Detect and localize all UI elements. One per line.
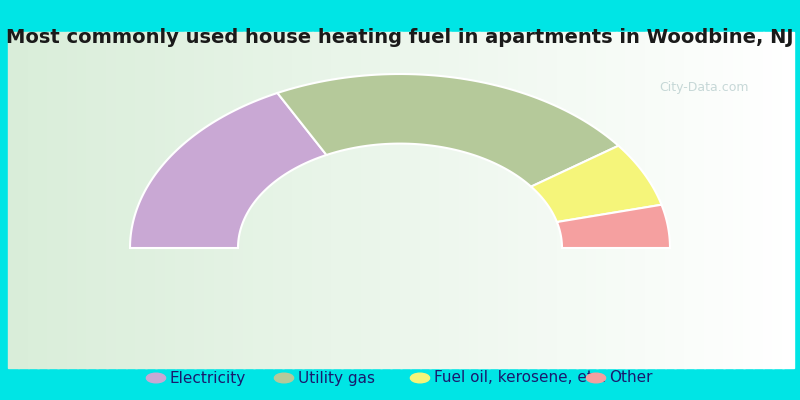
Bar — [38, 32, 49, 368]
Bar — [773, 32, 784, 368]
Bar — [723, 32, 734, 368]
Bar — [498, 32, 510, 368]
Bar — [410, 32, 421, 368]
Bar — [645, 32, 656, 368]
Text: City-Data.com: City-Data.com — [659, 82, 749, 94]
Polygon shape — [557, 205, 670, 248]
Bar — [694, 32, 706, 368]
Bar — [419, 32, 431, 368]
Bar — [27, 32, 39, 368]
Circle shape — [586, 373, 606, 383]
Bar — [194, 32, 206, 368]
Bar — [146, 32, 157, 368]
Bar — [635, 32, 646, 368]
Text: Fuel oil, kerosene, etc.: Fuel oil, kerosene, etc. — [434, 370, 606, 386]
Bar — [292, 32, 303, 368]
Circle shape — [410, 373, 430, 383]
Circle shape — [146, 373, 166, 383]
Bar — [390, 32, 402, 368]
Bar — [616, 32, 627, 368]
Bar — [361, 32, 372, 368]
Bar — [596, 32, 607, 368]
Bar — [527, 32, 539, 368]
Bar — [322, 32, 333, 368]
Bar — [96, 32, 107, 368]
Polygon shape — [130, 93, 326, 248]
Bar — [341, 32, 353, 368]
Bar — [400, 32, 411, 368]
Bar — [86, 32, 98, 368]
Polygon shape — [278, 74, 618, 187]
Bar — [566, 32, 578, 368]
Bar — [586, 32, 598, 368]
Bar — [204, 32, 215, 368]
Bar — [331, 32, 342, 368]
Text: Electricity: Electricity — [170, 370, 246, 386]
Bar — [273, 32, 284, 368]
Bar — [674, 32, 686, 368]
Bar — [547, 32, 558, 368]
Bar — [762, 32, 774, 368]
Bar — [606, 32, 618, 368]
Bar — [57, 32, 69, 368]
Bar — [302, 32, 314, 368]
Bar — [626, 32, 637, 368]
Bar — [47, 32, 58, 368]
Bar — [733, 32, 745, 368]
Bar — [704, 32, 715, 368]
Bar — [665, 32, 676, 368]
Bar — [684, 32, 696, 368]
Bar — [430, 32, 441, 368]
Bar — [508, 32, 519, 368]
Bar — [214, 32, 226, 368]
Bar — [77, 32, 88, 368]
Bar — [243, 32, 254, 368]
Bar — [116, 32, 127, 368]
Bar — [126, 32, 137, 368]
Polygon shape — [531, 146, 662, 222]
Bar — [223, 32, 235, 368]
Circle shape — [274, 373, 294, 383]
Bar — [518, 32, 529, 368]
Bar — [478, 32, 490, 368]
Bar — [714, 32, 725, 368]
Bar — [743, 32, 754, 368]
Bar — [459, 32, 470, 368]
Bar — [381, 32, 392, 368]
Bar — [67, 32, 78, 368]
Bar — [576, 32, 588, 368]
Bar — [262, 32, 274, 368]
Text: Utility gas: Utility gas — [298, 370, 374, 386]
Bar — [106, 32, 118, 368]
Text: Most commonly used house heating fuel in apartments in Woodbine, NJ: Most commonly used house heating fuel in… — [6, 28, 794, 47]
Bar — [8, 32, 19, 368]
Bar — [155, 32, 166, 368]
Bar — [135, 32, 147, 368]
Bar — [282, 32, 294, 368]
Bar — [538, 32, 549, 368]
Bar — [782, 32, 794, 368]
Bar — [753, 32, 764, 368]
Bar — [312, 32, 323, 368]
Bar — [449, 32, 461, 368]
Bar — [439, 32, 450, 368]
Bar — [654, 32, 666, 368]
Bar — [557, 32, 568, 368]
Bar — [18, 32, 29, 368]
Bar — [234, 32, 245, 368]
Bar — [488, 32, 499, 368]
Text: Other: Other — [610, 370, 653, 386]
Bar — [174, 32, 186, 368]
Bar — [370, 32, 382, 368]
Bar — [165, 32, 176, 368]
Bar — [253, 32, 265, 368]
Bar — [469, 32, 480, 368]
Bar — [351, 32, 362, 368]
Bar — [184, 32, 196, 368]
